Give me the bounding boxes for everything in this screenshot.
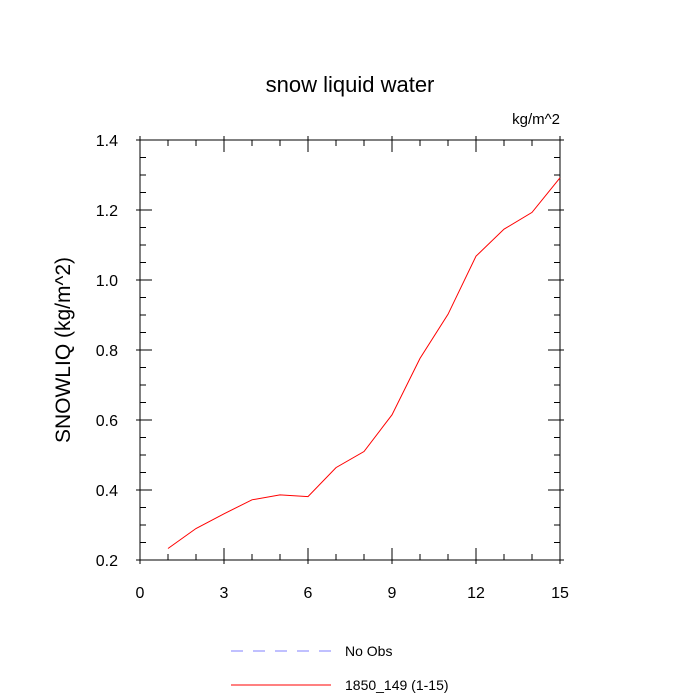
x-tick-label: 9 <box>388 585 397 602</box>
x-tick-label: 15 <box>551 585 569 602</box>
y-tick-label: 1.2 <box>96 203 118 220</box>
x-tick-label: 6 <box>304 585 313 602</box>
plot-frame <box>139 139 561 561</box>
y-axis-label: SNOWLIQ (kg/m^2) <box>52 257 75 443</box>
data-series <box>167 177 561 549</box>
x-tick-label: 12 <box>467 585 485 602</box>
axis-ticks <box>136 136 564 564</box>
series-line <box>167 177 561 549</box>
legend: No Obs 1850_149 (1-15) <box>231 643 449 693</box>
y-tick-label: 0.2 <box>96 553 118 570</box>
y-tick-label: 1.4 <box>96 133 118 150</box>
y-tick-label: 0.6 <box>96 413 118 430</box>
x-tick-label: 3 <box>220 585 229 602</box>
y-tick-label: 0.8 <box>96 343 118 360</box>
legend-label: 1850_149 (1-15) <box>345 677 449 693</box>
y-tick-label: 1.0 <box>96 273 118 290</box>
x-tick-label: 0 <box>136 585 145 602</box>
legend-label: No Obs <box>345 643 392 659</box>
axis-tick-labels: 0 3 6 9 12 15 0.2 0.4 0.6 0.8 1.0 1.2 1.4 <box>96 133 569 602</box>
y-tick-label: 0.4 <box>96 483 118 500</box>
units-label: kg/m^2 <box>512 111 560 128</box>
chart-title: snow liquid water <box>266 72 435 97</box>
